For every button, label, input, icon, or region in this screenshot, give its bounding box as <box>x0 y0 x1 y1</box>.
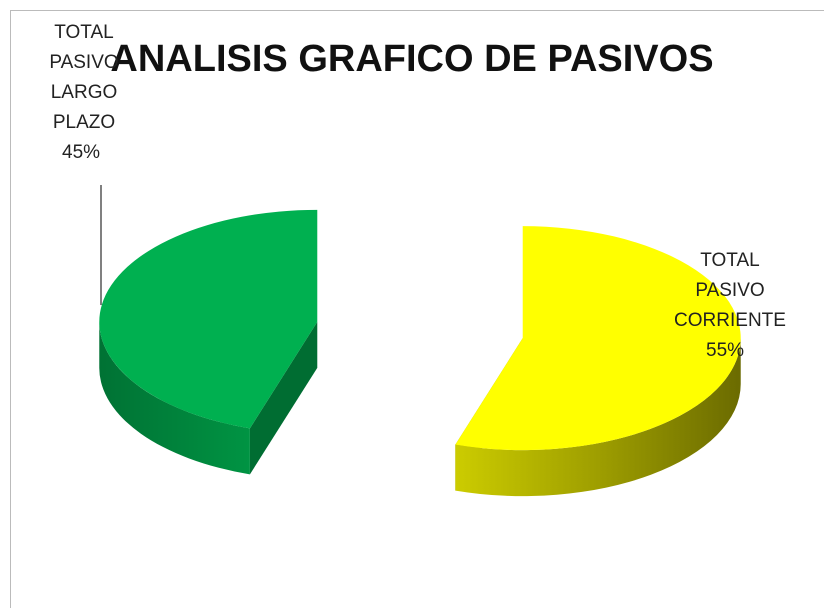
slice-wall <box>455 338 741 497</box>
chart-title: ANALISIS GRAFICO DE PASIVOS <box>110 38 714 80</box>
slice <box>99 209 318 429</box>
slice-label: TOTAL PASIVO LARGO PLAZO <box>49 22 119 133</box>
slice-value-label: 55% <box>706 340 745 361</box>
chart-border <box>10 10 824 608</box>
slice-wall <box>99 321 250 475</box>
slice-side <box>249 321 318 475</box>
slice-label: TOTAL PASIVO CORRIENTE <box>674 250 786 331</box>
slice-value-label: 45% <box>62 142 101 163</box>
slice <box>455 226 741 451</box>
